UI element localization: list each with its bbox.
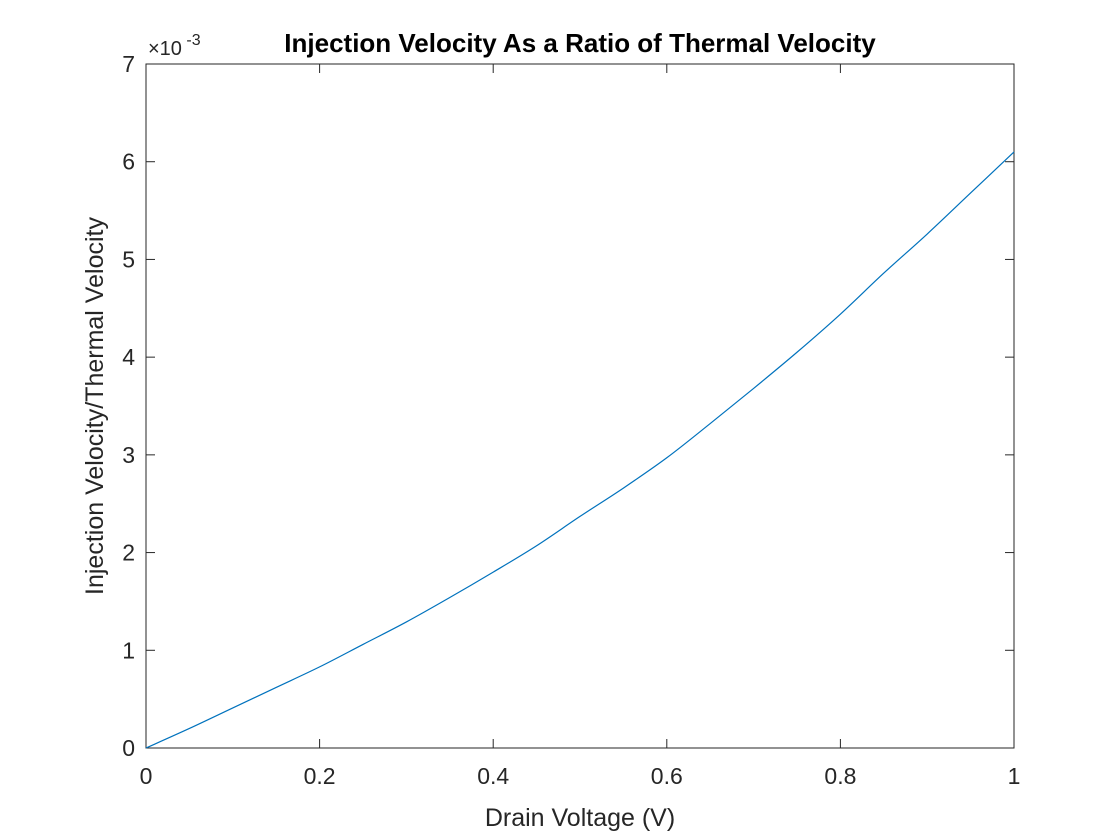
x-axis-label: Drain Voltage (V): [485, 804, 675, 832]
x-tick-label: 0.6: [651, 763, 683, 789]
axes-box: [145, 63, 1015, 749]
x-tick-label: 1: [1008, 763, 1021, 789]
y-tick-label: 3: [122, 442, 135, 468]
x-tick-label: 0: [140, 763, 153, 789]
y-tick-label: 7: [122, 51, 135, 77]
y-axis-label: Injection Velocity/Thermal Velocity: [81, 217, 109, 595]
y-tick-label: 0: [122, 735, 135, 761]
y-tick-label: 2: [122, 540, 135, 566]
y-tick-label: 5: [122, 246, 135, 272]
series-line: [145, 151, 1015, 749]
y-tick-label: 4: [122, 344, 135, 370]
y-tick-label: 1: [122, 637, 135, 663]
y-axis-exponent-base: ×10: [148, 38, 182, 60]
y-axis-exponent-power: -3: [186, 32, 200, 49]
y-axis-exponent: ×10 -3: [148, 32, 201, 60]
chart-title: Injection Velocity As a Ratio of Thermal…: [284, 28, 876, 58]
y-tick-label: 6: [122, 149, 135, 175]
x-tick-label: 0.2: [304, 763, 336, 789]
x-tick-label: 0.4: [477, 763, 509, 789]
x-tick-label: 0.8: [824, 763, 856, 789]
plot-area: 0 0.2 0.4 0.6 0.8 1 0 1 2 3 4 5 6 7: [122, 51, 1020, 789]
